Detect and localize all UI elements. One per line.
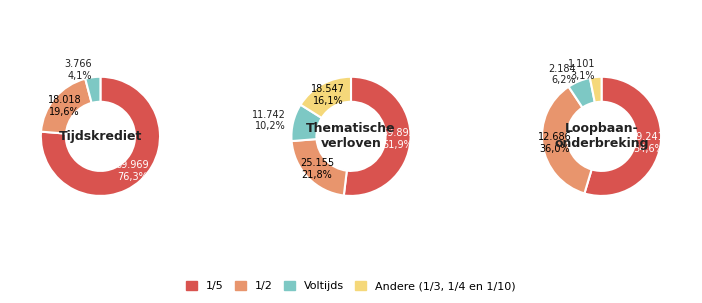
- Text: 3.766
4,1%: 3.766 4,1%: [65, 59, 92, 81]
- Text: Tijdskrediet: Tijdskrediet: [59, 130, 142, 143]
- Text: 59.892
51,9%: 59.892 51,9%: [381, 128, 415, 150]
- Text: 2.184
6,2%: 2.184 6,2%: [548, 64, 576, 85]
- Text: 18.547
16,1%: 18.547 16,1%: [311, 84, 345, 106]
- Text: 19.241
54,6%: 19.241 54,6%: [631, 132, 665, 154]
- Wedge shape: [85, 77, 100, 103]
- Wedge shape: [569, 78, 595, 108]
- Text: 18.018
19,6%: 18.018 19,6%: [48, 95, 81, 117]
- Text: 69.969
76,3%: 69.969 76,3%: [116, 160, 150, 182]
- Wedge shape: [542, 87, 592, 193]
- Wedge shape: [590, 77, 602, 102]
- Wedge shape: [291, 139, 347, 195]
- Text: 25.155
21,8%: 25.155 21,8%: [300, 158, 334, 180]
- Text: Loopbaan-
onderbreking: Loopbaan- onderbreking: [555, 122, 649, 150]
- Legend: 1/5, 1/2, Voltijds, Andere (1/3, 1/4 en 1/10): 1/5, 1/2, Voltijds, Andere (1/3, 1/4 en …: [183, 277, 519, 295]
- Wedge shape: [300, 77, 351, 118]
- Text: Thematische
verloven: Thematische verloven: [306, 122, 396, 150]
- Text: 11.742
10,2%: 11.742 10,2%: [252, 110, 286, 131]
- Wedge shape: [344, 77, 411, 196]
- Wedge shape: [41, 79, 92, 134]
- Text: 1.101
3,1%: 1.101 3,1%: [567, 59, 595, 81]
- Wedge shape: [585, 77, 661, 196]
- Text: 12.686
36,0%: 12.686 36,0%: [538, 132, 572, 154]
- Wedge shape: [41, 77, 160, 196]
- Wedge shape: [291, 105, 322, 141]
